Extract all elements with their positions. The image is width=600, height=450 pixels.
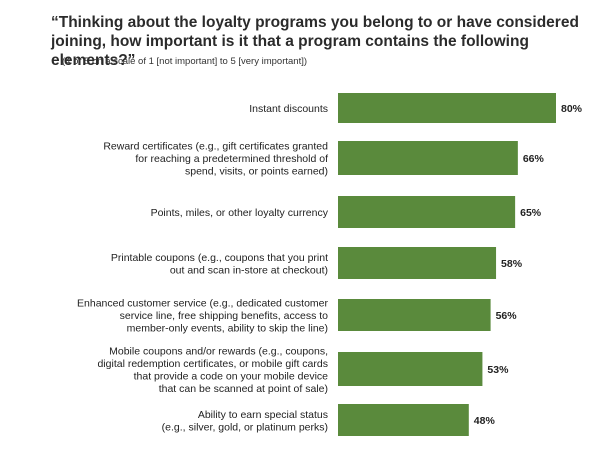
category-label: Mobile coupons and/or rewards (e.g., cou…: [97, 345, 328, 395]
value-label: 58%: [501, 258, 523, 270]
value-label: 65%: [520, 207, 542, 219]
bar: [338, 352, 483, 386]
value-label: 53%: [487, 364, 509, 376]
bar: [338, 247, 497, 279]
value-label: 66%: [523, 153, 545, 165]
category-label: Instant discounts: [249, 103, 328, 115]
value-label: 80%: [561, 103, 583, 115]
category-label: Printable coupons (e.g., coupons that yo…: [111, 252, 328, 277]
bar: [338, 93, 556, 123]
bar: [338, 299, 491, 331]
bar: [338, 404, 469, 436]
value-label: 48%: [474, 415, 496, 427]
category-label: Reward certificates (e.g., gift certific…: [103, 141, 328, 178]
chart-title: “Thinking about the loyalty programs you…: [51, 14, 579, 69]
category-label: Points, miles, or other loyalty currency: [151, 207, 329, 219]
category-label: Enhanced customer service (e.g., dedicat…: [77, 298, 328, 335]
chart-subtitle: (4 or 5 on a scale of 1 [not important] …: [62, 56, 308, 67]
category-label: Ability to earn special status (e.g., sil…: [162, 409, 328, 434]
value-label: 56%: [496, 310, 518, 322]
bar: [338, 141, 518, 175]
bar: [338, 196, 516, 228]
